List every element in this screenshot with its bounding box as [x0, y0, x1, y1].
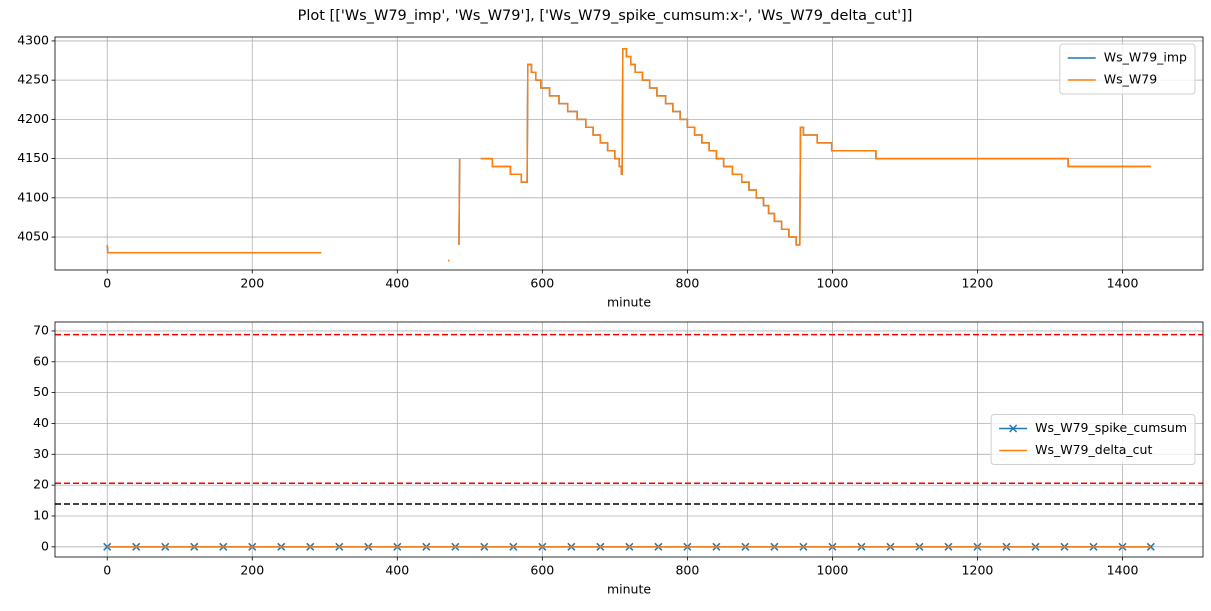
legend-label: Ws_W79: [1104, 72, 1157, 87]
x-tick-label: 1200: [962, 276, 994, 291]
y-tick-label: 60: [33, 353, 49, 368]
x-tick-label: 0: [103, 563, 111, 578]
x-tick-label: 0: [103, 276, 111, 291]
x-tick-label: 1000: [817, 276, 849, 291]
x-tick-label: 800: [675, 276, 699, 291]
legend-box: [990, 414, 1196, 465]
y-tick-label: 0: [41, 538, 49, 553]
x-axis-label: minute: [607, 295, 651, 310]
x-axis-label: minute: [607, 582, 651, 597]
x-tick-label: 400: [385, 276, 409, 291]
figure-title: Plot [['Ws_W79_imp', 'Ws_W79'], ['Ws_W79…: [298, 8, 913, 24]
x-tick-label: 1400: [1107, 276, 1139, 291]
x-tick-label: 600: [530, 276, 554, 291]
y-tick-label: 4050: [17, 229, 49, 244]
legend-marker: [1009, 424, 1018, 433]
y-tick-label: 40: [33, 415, 49, 430]
y-tick-label: 4150: [17, 150, 49, 165]
x-tick-label: 1400: [1107, 563, 1139, 578]
x-tick-label: 400: [385, 563, 409, 578]
legend-label: Ws_W79_imp: [1104, 50, 1187, 65]
legend-box: [1059, 43, 1196, 95]
x-tick-label: 1000: [817, 563, 849, 578]
axes-frame: [54, 321, 1204, 558]
legend: Ws_W79_imp Ws_W79: [1059, 43, 1196, 95]
y-tick-label: 20: [33, 477, 49, 492]
y-tick-label: 4200: [17, 111, 49, 126]
x-tick-label: 200: [240, 276, 264, 291]
y-tick-label: 4100: [17, 189, 49, 204]
legend: Ws_W79_spike_cumsum Ws_W79_delta_cut: [990, 414, 1196, 465]
x-tick-label: 1200: [962, 563, 994, 578]
x-tick-label: 200: [240, 563, 264, 578]
y-tick-label: 30: [33, 446, 49, 461]
legend-label: Ws_W79_delta_cut: [1035, 442, 1152, 457]
x-tick-label: 600: [530, 563, 554, 578]
series-line: [106, 48, 1151, 262]
y-tick-label: 10: [33, 507, 49, 522]
y-tick-label: 50: [33, 384, 49, 399]
y-tick-label: 70: [33, 322, 49, 337]
x-tick-label: 800: [675, 563, 699, 578]
y-tick-label: 4250: [17, 72, 49, 87]
legend-label: Ws_W79_spike_cumsum: [1035, 420, 1187, 435]
axes-frame: [54, 36, 1204, 271]
y-tick-label: 4300: [17, 32, 49, 47]
